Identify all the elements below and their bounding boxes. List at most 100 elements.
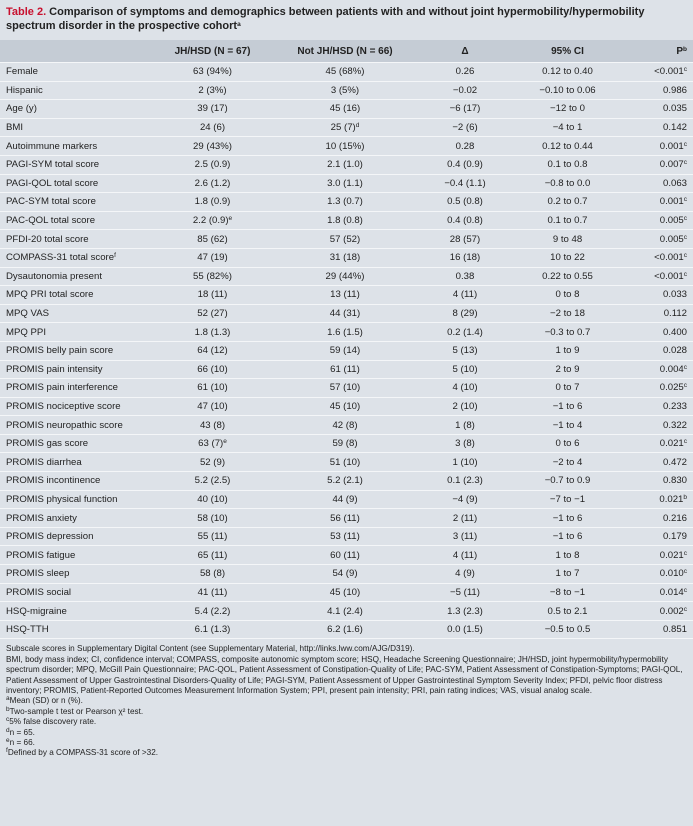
row-label: PROMIS pain interference [0,378,150,398]
cell-text: 0.010 [659,568,684,580]
data-cell: 29 (43%) [150,136,275,156]
row-label: HSQ-TTH [0,619,150,639]
cell-text: 0.025 [659,382,684,394]
cell-text: <0.001 [654,252,684,264]
data-cell: 0 to 8 [515,285,620,305]
data-cell: 0.12 to 0.44 [515,136,620,156]
footnote-paragraph: BMI, body mass index; CI, confidence int… [6,654,683,696]
data-cell: 18 (11) [150,285,275,305]
data-cell: 0.322 [620,415,693,435]
footnote-mark: c [6,716,10,724]
table-row: HSQ-migraine 5.4 (2.2) 4.1 (2.4) 1.3 (2.3) 0… [0,601,693,621]
data-cell: 0.021c [620,545,693,565]
data-cell: 3 (11) [415,526,515,546]
data-cell: 2.1 (1.0) [275,154,415,175]
data-cell: 0.112 [620,303,693,323]
table-row: PROMIS anxiety 58 (10) 56 (11) 2 (11) −1 to … [0,508,693,528]
row-label: Age (y) [0,99,150,119]
data-cell: 43 (8) [150,415,275,435]
data-cell: 45 (68%) [275,62,415,82]
footnote-text: n = 66. [9,738,35,748]
data-cell: 85 (62) [150,229,275,249]
cell-text: 0.001 [659,140,684,152]
data-cell: 52 (27) [150,303,275,323]
data-cell: 0.2 to 0.7 [515,192,620,212]
data-cell: 53 (11) [275,526,415,546]
footnote-text: Defined by a COMPASS-31 score of >32. [7,748,159,758]
data-cell: −8 to −1 [515,582,620,602]
row-label: Female [0,62,150,82]
data-cell: 4 (11) [415,545,515,565]
data-cell: 31 (18) [275,247,415,268]
cell-text: 0.005 [659,233,684,245]
footnote: c5% false discovery rate. [6,717,687,727]
row-label: PROMIS incontinence [0,471,150,491]
footnote-mark: e [6,737,10,745]
table-row: PROMIS pain interference 61 (10) 57 (10) 4 … [0,378,693,398]
data-cell: 55 (11) [150,526,275,546]
row-label: Dysautonomia present [0,266,150,286]
table-body: Female 63 (94%) 45 (68%) 0.26 0.12 to 0.40 <0… [0,62,693,639]
table-row: PROMIS pain intensity 66 (10) 61 (11) 5 (10… [0,359,693,379]
footnote-mark: a [6,695,10,703]
table-row: PROMIS diarrhea 52 (9) 51 (10) 1 (10) −2 to … [0,452,693,472]
title-sup: a [237,21,241,28]
cell-sup: f [114,252,116,260]
data-cell: 61 (10) [150,378,275,398]
data-cell: 3 (8) [415,433,515,453]
data-cell: 9 to 48 [515,229,620,249]
data-cell: 0.025c [620,378,693,398]
data-cell: 4 (9) [415,564,515,584]
data-cell: 47 (19) [150,247,275,268]
header-cell: 95% CI [515,40,620,63]
row-label: PROMIS physical function [0,489,150,509]
data-cell: −0.7 to 0.9 [515,471,620,491]
cell-text: 0.007 [659,159,684,171]
data-cell: −2 (6) [415,117,515,137]
data-cell: 57 (10) [275,378,415,398]
table-row: PFDI-20 total score 85 (62) 57 (52) 28 (57)… [0,229,693,249]
data-cell: 0.005c [620,229,693,249]
data-cell: 0.851 [620,619,693,639]
data-cell: 1 to 8 [515,545,620,565]
table-row: PROMIS fatigue 65 (11) 60 (11) 4 (11) 1 to 8… [0,545,693,565]
table-row: PROMIS gas score 63 (7)e 59 (8) 3 (8) 0 to 6… [0,433,693,453]
data-cell: 0.001c [620,192,693,212]
data-cell: 6.2 (1.6) [275,619,415,639]
data-cell: 2.2 (0.9)e [150,210,275,230]
data-cell: <0.001c [620,62,693,82]
data-cell: 1.8 (0.9) [150,192,275,212]
data-cell: 0.5 to 2.1 [515,601,620,621]
data-cell: 8 (29) [415,303,515,323]
data-cell: 66 (10) [150,359,275,379]
footnote-text: 5% false discovery rate. [9,717,97,727]
data-cell: 1.8 (0.8) [275,210,415,230]
data-cell: <0.001c [620,247,693,268]
cell-sup: c [683,159,687,167]
footnote-text: n = 65. [9,727,35,737]
cell-text: <0.001 [654,270,684,282]
data-cell: 5.2 (2.5) [150,471,275,491]
data-cell: 56 (11) [275,508,415,528]
table-row: PROMIS physical function 40 (10) 44 (9) −4 … [0,489,693,509]
data-cell: 24 (6) [150,117,275,137]
table-row: PROMIS incontinence 5.2 (2.5) 5.2 (2.1) 0.1… [0,471,693,491]
data-cell: 58 (10) [150,508,275,528]
data-cell: 1.8 (1.3) [150,322,275,342]
data-cell: 61 (11) [275,359,415,379]
data-cell: 5.4 (2.2) [150,601,275,621]
table-row: HSQ-TTH 6.1 (1.3) 6.2 (1.6) 0.0 (1.5) −0.5 t… [0,619,693,639]
cell-sup: c [683,382,687,390]
data-cell: 57 (52) [275,229,415,249]
cell-text: 0.005 [659,215,684,227]
data-cell: 0.063 [620,173,693,193]
data-cell: 1.3 (2.3) [415,601,515,621]
data-cell: 4.1 (2.4) [275,601,415,621]
data-cell: −5 (11) [415,582,515,602]
data-cell: 59 (8) [275,433,415,453]
data-cell: 58 (8) [150,564,275,584]
data-cell: 40 (10) [150,489,275,509]
row-label: PROMIS pain intensity [0,359,150,379]
data-cell: 0.1 to 0.7 [515,210,620,230]
data-cell: 63 (94%) [150,62,275,82]
